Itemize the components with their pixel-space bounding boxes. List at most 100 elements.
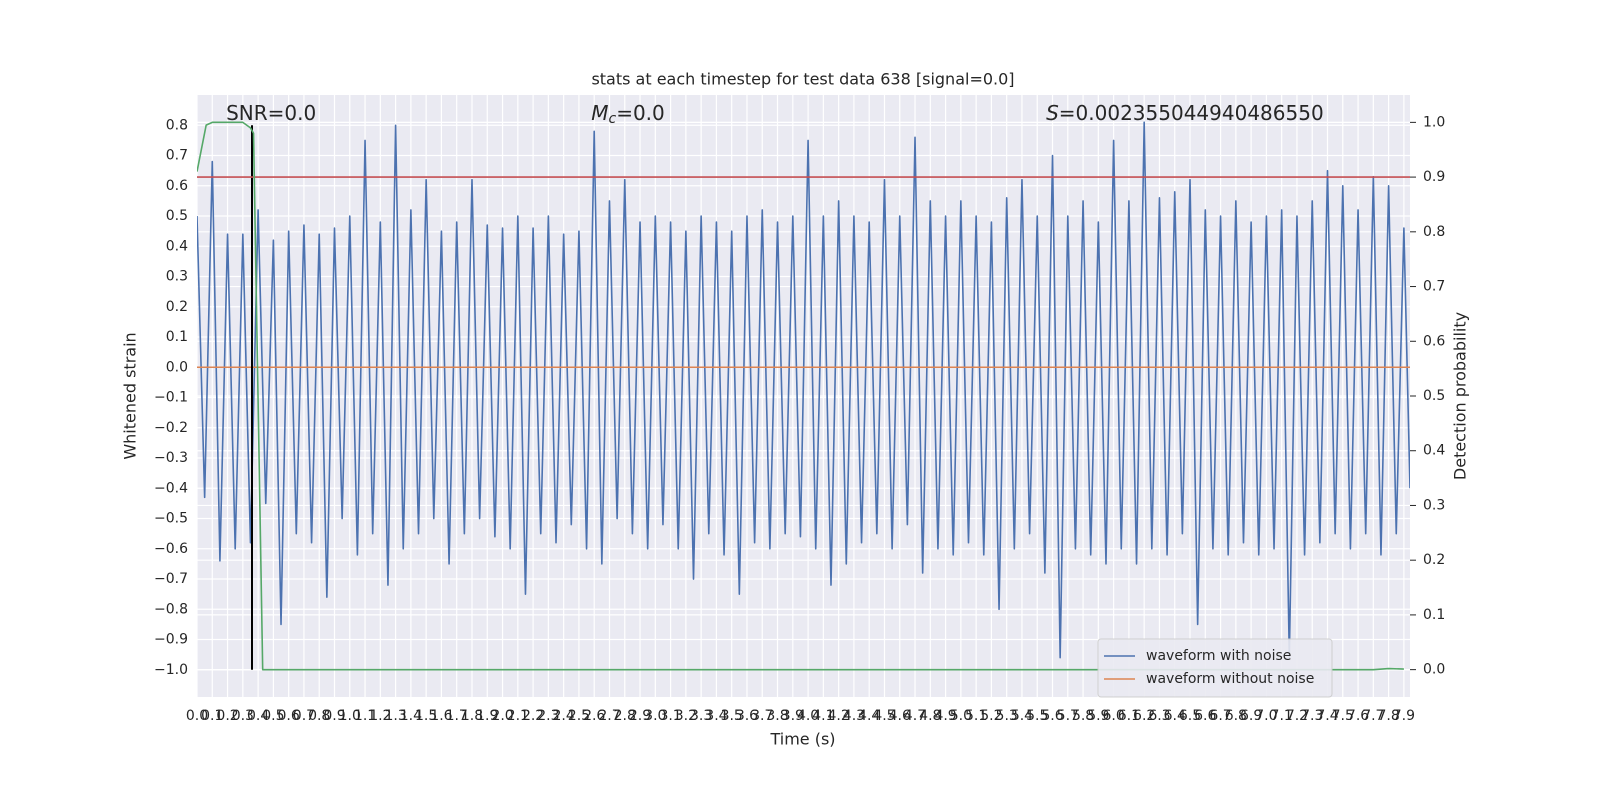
y2-tick-label: 0.2 <box>1423 552 1445 568</box>
x-tick-label: 6.5 <box>1179 708 1201 724</box>
x-tick-label: 0.0 <box>186 708 208 724</box>
x-tick-label: 6.8 <box>1225 708 1247 724</box>
annotation-text: =0.0 <box>268 101 317 125</box>
plot-layer <box>197 121 1410 671</box>
x-tick-label: 0.8 <box>308 708 330 724</box>
x-tick-label: 6.7 <box>1209 708 1231 724</box>
annotation: Mc=0.0 <box>591 101 665 128</box>
legend-label: waveform without noise <box>1146 671 1314 687</box>
x-tick-label: 6.4 <box>1164 708 1186 724</box>
x-tick-label: 0.2 <box>216 708 238 724</box>
y2-tick-label: 0.7 <box>1423 279 1445 295</box>
annotation-symbol: S <box>1046 101 1059 125</box>
y-tick-label: 0.4 <box>166 238 188 254</box>
x-tick-label: 3.1 <box>659 708 681 724</box>
annotation-symbol: M <box>591 101 608 125</box>
x-tick-label: 1.7 <box>446 708 468 724</box>
x-tick-label: 1.5 <box>415 708 437 724</box>
x-tick-label: 3.4 <box>705 708 727 724</box>
x-tick-label: 4.2 <box>828 708 850 724</box>
x-tick-label: 3.3 <box>690 708 712 724</box>
x-tick-label: 2.6 <box>583 708 605 724</box>
y-tick-label: 0.3 <box>166 269 188 285</box>
x-tick-label: 0.3 <box>232 708 254 724</box>
x-tick-label: 4.7 <box>904 708 926 724</box>
annotation-text: =0.002355044940486550 <box>1059 101 1324 125</box>
y2-tick-label: 0.6 <box>1423 333 1445 349</box>
y-tick-label: 0.6 <box>166 178 188 194</box>
series-line <box>197 121 1410 659</box>
x-tick-label: 3.0 <box>644 708 666 724</box>
x-tick-label: 0.7 <box>293 708 315 724</box>
y2-tick-label: 0.0 <box>1423 662 1445 678</box>
x-tick-label: 5.0 <box>950 708 972 724</box>
annotation: SNR=0.0 <box>226 101 316 125</box>
x-tick-label: 6.9 <box>1240 708 1262 724</box>
y2-tick-label: 0.9 <box>1423 169 1445 185</box>
x-tick-label: 6.6 <box>1194 708 1216 724</box>
x-tick-label: 1.8 <box>461 708 483 724</box>
x-tick-label: 7.2 <box>1286 708 1308 724</box>
x-tick-label: 7.3 <box>1301 708 1323 724</box>
x-tick-label: 4.3 <box>843 708 865 724</box>
y-tick-label: 0.1 <box>166 329 188 345</box>
x-tick-label: 2.1 <box>507 708 529 724</box>
annotation: S=0.002355044940486550 <box>1046 101 1324 125</box>
x-tick-label: 5.6 <box>1041 708 1063 724</box>
y-tick-label: −0.5 <box>154 511 188 527</box>
y-tick-label: 0.0 <box>166 359 188 375</box>
x-tick-label: 2.3 <box>537 708 559 724</box>
x-tick-label: 0.4 <box>247 708 269 724</box>
y-tick-label: 0.7 <box>166 148 188 164</box>
y2-tick-label: 0.8 <box>1423 224 1445 240</box>
x-tick-label: 7.9 <box>1393 708 1415 724</box>
x-tick-label: 4.0 <box>797 708 819 724</box>
x-tick-label: 4.8 <box>919 708 941 724</box>
y-tick-label: −0.6 <box>154 541 188 557</box>
x-tick-label: 3.7 <box>751 708 773 724</box>
y-tick-label: −0.7 <box>154 571 188 587</box>
x-tick-label: 6.3 <box>1148 708 1170 724</box>
x-tick-label: 1.0 <box>339 708 361 724</box>
y-tick-label: −0.2 <box>154 420 188 436</box>
x-tick-label: 4.6 <box>889 708 911 724</box>
y2-tick-label: 0.5 <box>1423 388 1445 404</box>
x-tick-label: 5.2 <box>980 708 1002 724</box>
x-tick-label: 7.4 <box>1316 708 1338 724</box>
x-tick-label: 7.0 <box>1255 708 1277 724</box>
x-tick-label: 1.4 <box>400 708 422 724</box>
y-axis-label: Whitened strain <box>121 332 140 459</box>
x-tick-label: 5.5 <box>1026 708 1048 724</box>
x-tick-label: 5.3 <box>996 708 1018 724</box>
x-tick-label: 6.1 <box>1118 708 1140 724</box>
x-tick-label: 1.1 <box>354 708 376 724</box>
x-tick-label: 1.2 <box>369 708 391 724</box>
x-tick-label: 3.9 <box>782 708 804 724</box>
x-tick-label: 5.7 <box>1057 708 1079 724</box>
x-tick-label: 5.4 <box>1011 708 1033 724</box>
x-tick-label: 7.6 <box>1347 708 1369 724</box>
y2-axis-label: Detection probability <box>1451 312 1470 480</box>
x-axis-label: Time (s) <box>769 730 835 749</box>
x-tick-label: 2.2 <box>522 708 544 724</box>
x-tick-label: 0.9 <box>323 708 345 724</box>
y-tick-label: −0.8 <box>154 601 188 617</box>
chart-title: stats at each timestep for test data 638… <box>591 70 1014 89</box>
x-tick-label: 1.9 <box>476 708 498 724</box>
x-tick-label: 5.9 <box>1087 708 1109 724</box>
x-tick-label: 0.6 <box>278 708 300 724</box>
y-tick-label: 0.8 <box>166 117 188 133</box>
x-tick-label: 6.2 <box>1133 708 1155 724</box>
x-tick-label: 4.4 <box>858 708 880 724</box>
y-tick-label: −0.1 <box>154 390 188 406</box>
x-tick-label: 5.1 <box>965 708 987 724</box>
y-tick-label: −1.0 <box>154 662 188 678</box>
y-tick-label: −0.4 <box>154 480 188 496</box>
x-tick-label: 1.6 <box>430 708 452 724</box>
x-tick-label: 7.1 <box>1271 708 1293 724</box>
y2-tick-label: 0.4 <box>1423 443 1445 459</box>
x-tick-label: 3.6 <box>736 708 758 724</box>
x-tick-label: 1.3 <box>384 708 406 724</box>
